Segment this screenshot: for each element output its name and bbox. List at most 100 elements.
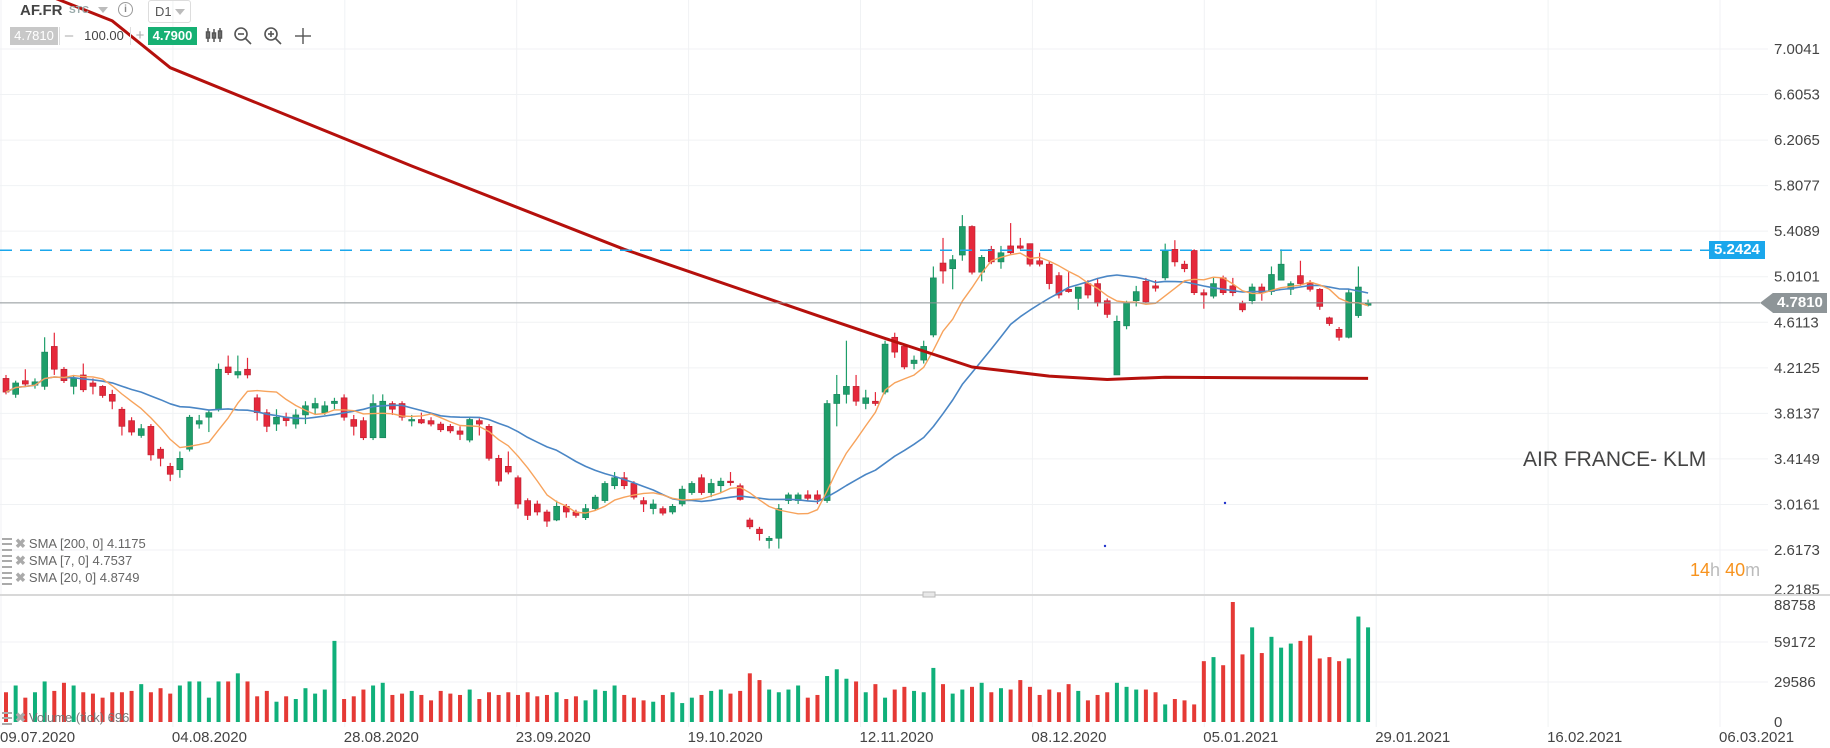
candle-up: [1277, 263, 1285, 281]
zoom-in-icon[interactable]: [262, 25, 284, 47]
candle-down: [1065, 289, 1072, 292]
indicator-sma20[interactable]: ✖ SMA [20, 0] 4.8749: [2, 570, 139, 586]
candle-down: [79, 374, 87, 391]
candle-down: [456, 430, 464, 435]
settings-icon[interactable]: [2, 555, 12, 569]
volume-bar: [187, 681, 192, 722]
instrument-name: AIR FRANCE- KLM: [1523, 448, 1707, 471]
candle-down: [804, 494, 812, 499]
volume-bar: [1076, 690, 1081, 722]
remove-icon[interactable]: ✖: [15, 553, 26, 568]
volume-bar: [100, 697, 105, 722]
candle-up: [717, 480, 725, 487]
volume-bar: [1114, 682, 1119, 722]
indicator-volume[interactable]: ✖ Volume (tick) 696: [2, 710, 129, 726]
indicator-sma200[interactable]: ✖ SMA [200, 0] 4.1175: [2, 536, 146, 552]
volume-bar: [342, 699, 347, 722]
candle-down: [476, 420, 483, 425]
candle-down: [108, 394, 116, 402]
volume-bar: [255, 696, 260, 722]
volume-bar: [1134, 689, 1139, 722]
decrease-quantity-button[interactable]: –: [59, 27, 78, 45]
candle-down: [659, 508, 667, 514]
volume-bar: [303, 688, 308, 722]
volume-bar: [902, 686, 907, 722]
volume-bar: [158, 688, 163, 722]
price-tick-label: 4.6113: [1774, 314, 1819, 331]
volume-bar: [728, 693, 733, 722]
remove-icon[interactable]: ✖: [15, 570, 26, 585]
volume-bar: [776, 692, 781, 722]
date-tick-label: 06.03.2021: [1719, 729, 1794, 746]
date-tick-label: 04.08.2020: [172, 729, 247, 746]
candle-up: [311, 403, 319, 409]
volume-bar: [90, 693, 95, 722]
symbol-dropdown-icon[interactable]: [98, 7, 108, 13]
candle-down: [1036, 260, 1043, 265]
candle-up: [379, 400, 387, 439]
indicator-label: Volume (tick) 696: [28, 710, 130, 725]
info-icon[interactable]: i: [118, 2, 133, 17]
chevron-down-icon: [175, 9, 185, 15]
candle-down: [698, 477, 705, 493]
increase-quantity-button[interactable]: +: [130, 27, 150, 45]
candle-countdown: 14h 40m: [1690, 560, 1760, 581]
price-tick-label: 3.8137: [1774, 405, 1820, 422]
candle-up: [833, 394, 841, 404]
candle-up: [553, 505, 560, 521]
volume-bar: [641, 700, 646, 722]
candle-up: [1161, 250, 1169, 279]
volume-bar: [1095, 694, 1100, 722]
price-tick-label: 5.8077: [1774, 178, 1820, 195]
chart-type-icon[interactable]: [204, 25, 226, 47]
volume-bar: [1192, 704, 1197, 722]
candle-down: [447, 426, 454, 432]
volume-bar: [129, 690, 134, 722]
volume-bar: [13, 685, 18, 722]
volume-bar: [52, 690, 57, 722]
remove-icon[interactable]: ✖: [15, 536, 26, 551]
zoom-out-icon[interactable]: [232, 25, 254, 47]
price-tick-label: 4.2125: [1774, 360, 1820, 377]
candle-down: [1326, 317, 1333, 324]
candle-up: [273, 416, 280, 425]
price-tick-label: 3.0161: [1774, 496, 1820, 513]
volume-bar: [767, 689, 772, 722]
symbol-label[interactable]: AF.FR: [20, 2, 63, 19]
volume-bar: [1172, 699, 1177, 722]
candle-down: [224, 366, 232, 373]
quantity-input[interactable]: 100.00: [84, 28, 124, 43]
candle-down: [746, 519, 754, 528]
sell-price-button[interactable]: 4.7810: [10, 27, 58, 45]
volume-bar: [371, 685, 376, 722]
timer-hours-unit: h: [1710, 560, 1721, 580]
candle-up: [862, 397, 870, 404]
pane-resize-handle: [922, 591, 936, 598]
remove-icon[interactable]: ✖: [15, 710, 26, 725]
buy-price-button[interactable]: 4.7900: [148, 27, 197, 45]
volume-bar: [110, 692, 115, 722]
date-tick-label: 09.07.2020: [0, 729, 75, 746]
indicator-sma7[interactable]: ✖ SMA [7, 0] 4.7537: [2, 553, 132, 569]
candle-up: [137, 428, 145, 436]
candle-down: [736, 485, 744, 500]
volume-bar: [602, 690, 607, 722]
candle-down: [852, 386, 860, 402]
date-tick-label: 23.09.2020: [516, 729, 591, 746]
volume-bar: [622, 694, 627, 722]
volume-bar: [1279, 647, 1284, 722]
timeframe-select[interactable]: D1: [148, 0, 191, 23]
settings-icon[interactable]: [2, 712, 12, 726]
candle-up: [949, 259, 956, 270]
crosshair-icon[interactable]: [292, 25, 314, 47]
volume-bar: [1366, 627, 1371, 722]
volume-bar: [1240, 654, 1245, 722]
settings-icon[interactable]: [2, 538, 12, 552]
level-price-label[interactable]: 5.2424: [1709, 241, 1765, 259]
volume-bar: [1018, 680, 1023, 722]
settings-icon[interactable]: [2, 572, 12, 586]
volume-bar: [197, 681, 202, 722]
volume-bar: [477, 699, 482, 722]
volume-bar: [1337, 661, 1342, 722]
